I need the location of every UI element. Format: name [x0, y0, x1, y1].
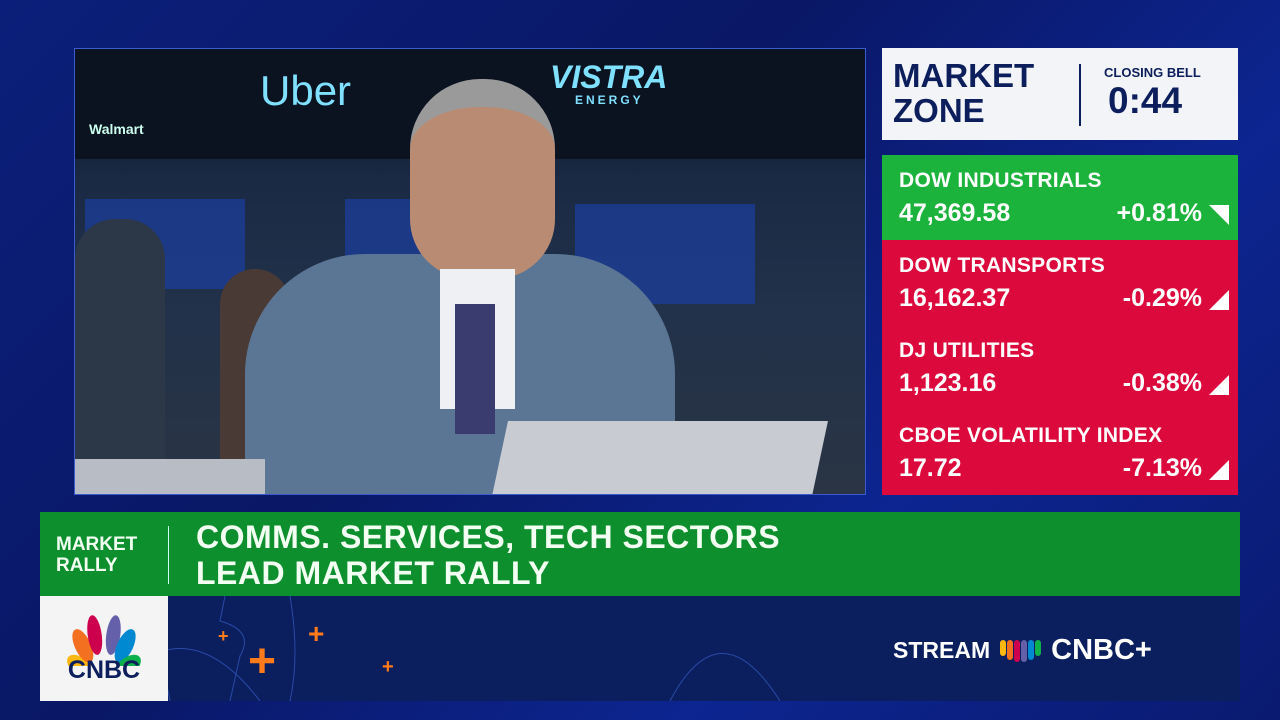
- segment-tag: MARKET RALLY: [56, 534, 138, 576]
- ticker-name: DJ UTILITIES: [899, 339, 1035, 362]
- stream-label: STREAM: [893, 637, 991, 663]
- ticker-value: 16,162.37: [899, 284, 1011, 312]
- ticker-name: CBOE VOLATILITY INDEX: [899, 424, 1163, 447]
- peacock-icon: [1000, 639, 1042, 662]
- plus-decoration: +: [248, 635, 277, 688]
- divider: [168, 526, 169, 584]
- ticker-value: 47,369.58: [899, 199, 1011, 227]
- cnbc-logo: CNBC: [40, 596, 168, 701]
- ticker-change: -0.38%: [1122, 369, 1202, 397]
- ticker-value: 17.72: [899, 454, 962, 482]
- logo-text: CNBC: [67, 656, 141, 684]
- ticker-name: DOW INDUSTRIALS: [899, 169, 1102, 192]
- ticker-change: +0.81%: [1116, 199, 1203, 227]
- ticker-dj-utilities: DJ UTILITIES 1,123.16 -0.38%: [882, 325, 1238, 410]
- ticker-name: DOW TRANSPORTS: [899, 254, 1106, 277]
- stream-promo: STREAM CNBC+: [893, 634, 1152, 667]
- lower-third-headline: MARKET RALLY COMMS. SERVICES, TECH SECTOR…: [40, 512, 1240, 596]
- peacock-icon: [67, 615, 141, 666]
- divider: [1079, 64, 1081, 126]
- arrow-down-icon: [1209, 375, 1229, 395]
- stream-brand: CNBC+: [1051, 634, 1152, 666]
- live-video-feed: Uber VISTRA ENERGY Walmart: [74, 48, 866, 495]
- ticker-dow-transports: DOW TRANSPORTS 16,162.37 -0.29%: [882, 240, 1238, 325]
- arrow-down-icon: [1209, 460, 1229, 480]
- ticker-value: 1,123.16: [899, 369, 997, 397]
- arrow-up-icon: [1209, 205, 1229, 225]
- ticker-cboe-vix: CBOE VOLATILITY INDEX 17.72 -7.13%: [882, 410, 1238, 495]
- uber-sign: Uber: [260, 67, 352, 114]
- ticker-change: -7.13%: [1122, 454, 1202, 482]
- walmart-sign: Walmart: [89, 121, 144, 137]
- closing-bell-label: CLOSING BELL: [1104, 65, 1201, 80]
- plus-decoration: +: [218, 626, 229, 646]
- vistra-sign: VISTRA: [550, 59, 668, 95]
- plus-decoration: +: [308, 618, 325, 649]
- ticker-change: -0.29%: [1122, 284, 1202, 312]
- headline: COMMS. SERVICES, TECH SECTORS LEAD MARKET…: [196, 519, 781, 591]
- arrow-down-icon: [1209, 290, 1229, 310]
- energy-sign: ENERGY: [575, 93, 644, 107]
- plus-decoration: +: [382, 656, 394, 678]
- ticker-dow-industrials: DOW INDUSTRIALS 47,369.58 +0.81%: [882, 155, 1238, 240]
- closing-bell-countdown: 0:44: [1108, 80, 1183, 121]
- guest-head: [410, 79, 555, 279]
- market-zone-title: MARKET ZONE: [893, 57, 1035, 129]
- market-zone-header: MARKET ZONE CLOSING BELL 0:44: [882, 48, 1238, 140]
